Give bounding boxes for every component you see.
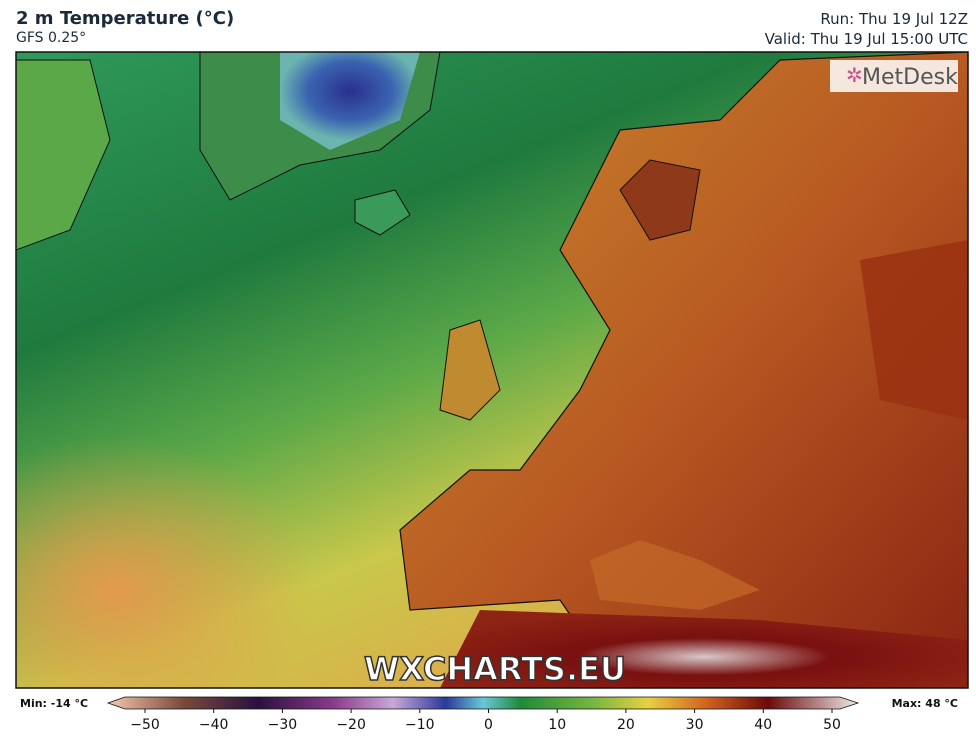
map-area bbox=[16, 52, 968, 688]
subtitle: GFS 0.25° bbox=[16, 30, 87, 46]
colorbar-tick-label: −40 bbox=[199, 717, 229, 733]
logo: MetDesk bbox=[862, 65, 958, 90]
colorbar-tick-label: 10 bbox=[548, 717, 566, 733]
colorbar bbox=[106, 696, 860, 710]
colorbar-tick-label: 0 bbox=[484, 717, 493, 733]
colorbar-tick-label: 20 bbox=[617, 717, 635, 733]
watermark: WXCHARTS.EU bbox=[364, 650, 626, 688]
title: 2 m Temperature (°C) bbox=[16, 8, 235, 29]
colorbar-tick-label: 40 bbox=[754, 717, 772, 733]
legend-min: Min: -14 °C bbox=[20, 697, 88, 710]
colorbar-tick-label: −20 bbox=[336, 717, 366, 733]
colorbar-tick-label: −30 bbox=[268, 717, 298, 733]
colorbar-ticks: −50 −40 −30 −20 −10 0 10 20 30 40 50 bbox=[130, 709, 841, 733]
colorbar-tick-label: 30 bbox=[686, 717, 704, 733]
map-frame bbox=[15, 51, 969, 689]
legend-max: Max: 48 °C bbox=[892, 697, 958, 710]
colorbar-tick-label: 50 bbox=[823, 717, 841, 733]
colorbar-tick-label: −10 bbox=[405, 717, 435, 733]
logo-icon: ✲ bbox=[846, 63, 863, 87]
valid-time: Valid: Thu 19 Jul 15:00 UTC bbox=[764, 30, 968, 48]
run-time: Run: Thu 19 Jul 12Z bbox=[820, 10, 968, 28]
colorbar-tick-label: −50 bbox=[130, 717, 160, 733]
logo-box bbox=[830, 60, 958, 92]
